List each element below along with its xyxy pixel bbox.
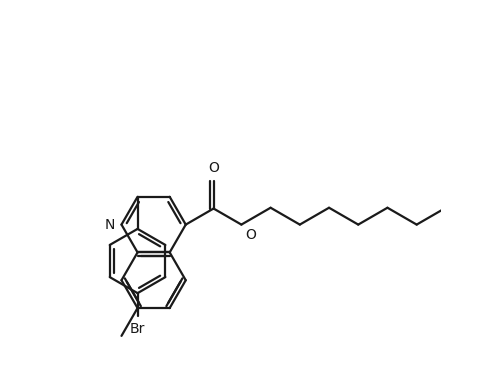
Text: O: O <box>245 229 256 242</box>
Text: Br: Br <box>130 322 145 336</box>
Text: N: N <box>105 218 116 232</box>
Text: O: O <box>208 161 219 175</box>
